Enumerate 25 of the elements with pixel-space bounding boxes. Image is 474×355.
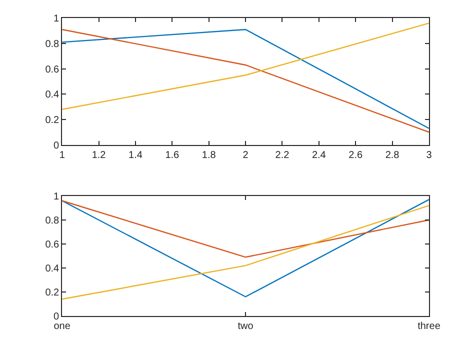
x-tick-label: 3	[426, 150, 432, 161]
y-tick-label: 0.4	[45, 263, 60, 274]
x-tick-label: 1.2	[92, 150, 106, 161]
y-tick-label: 0.6	[45, 64, 60, 76]
x-tick-label: 1.8	[202, 150, 216, 161]
x-tick-label: three	[418, 320, 441, 332]
y-tick-label: 0	[54, 311, 60, 322]
y-tick-label: 0.8	[45, 38, 60, 50]
x-tick-label: 2.8	[385, 150, 400, 161]
y-tick-label: 1	[54, 14, 60, 25]
x-tick-label: 2.6	[348, 150, 363, 161]
y-tick-label: 0.2	[45, 114, 60, 126]
y-tick-label: 0.6	[45, 239, 60, 250]
y-tick-label: 1	[54, 191, 60, 202]
y-tick-label: 0.4	[45, 90, 60, 101]
x-tick-label: 2.2	[275, 150, 290, 161]
x-tick-label: one	[54, 320, 71, 332]
x-tick-label: 1.4	[128, 150, 143, 161]
x-tick-label: 1.6	[165, 150, 180, 161]
x-tick-label: 2.4	[312, 150, 326, 161]
y-tick-label: 0.2	[45, 287, 60, 298]
y-tick-label: 0	[54, 140, 60, 152]
x-tick-label: 2	[242, 150, 249, 161]
y-tick-label: 0.8	[45, 215, 60, 226]
x-tick-label: two	[238, 320, 254, 332]
